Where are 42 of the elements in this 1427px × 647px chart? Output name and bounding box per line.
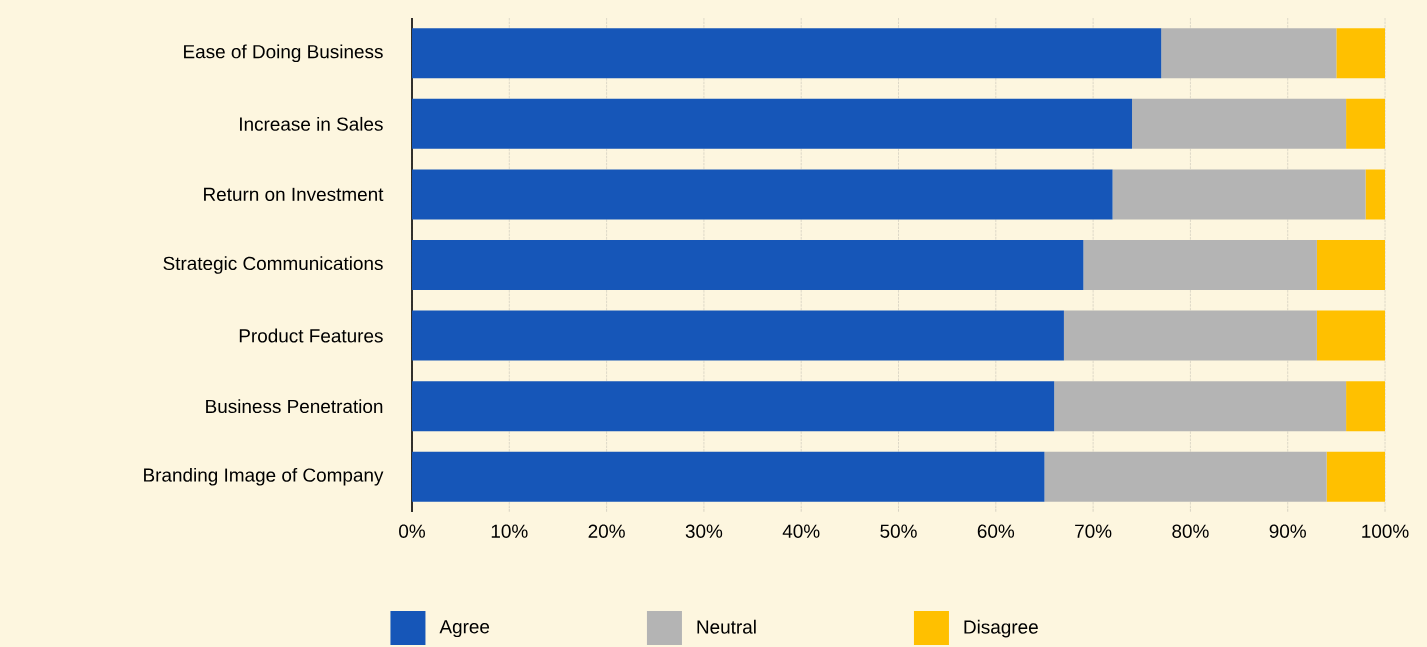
bar — [1346, 381, 1386, 432]
bar — [1336, 28, 1386, 79]
bar — [412, 381, 1055, 432]
x-tick-label: 60% — [977, 524, 1015, 538]
legend-label: Neutral — [697, 619, 756, 634]
y-tick-label: Strategic Communications — [163, 256, 383, 274]
bar — [1063, 310, 1317, 361]
y-tick-label: Return on Investment — [204, 187, 384, 202]
bar — [1054, 381, 1347, 432]
bar — [1083, 240, 1317, 290]
legend-label: Agree — [439, 620, 490, 638]
bar — [1161, 28, 1337, 79]
x-tick-label: 30% — [685, 524, 723, 538]
bar — [412, 451, 1045, 502]
x-tick-label: 80% — [1172, 524, 1209, 538]
x-tick-label: 0% — [399, 524, 425, 538]
x-tick-label: 10% — [491, 524, 528, 538]
x-tick-label: 90% — [1269, 524, 1306, 538]
y-tick-label: Business Penetration — [206, 399, 383, 414]
bar — [1112, 169, 1366, 220]
bar — [412, 240, 1084, 290]
bar — [412, 310, 1064, 361]
y-tick-label: Increase in Sales — [240, 116, 383, 131]
legend-label: Disagree — [964, 619, 1038, 638]
x-tick-label: 70% — [1075, 524, 1112, 538]
y-tick-label: Product Features — [239, 328, 383, 343]
x-tick-label: 100% — [1362, 524, 1409, 538]
bar — [412, 28, 1162, 79]
bar — [1316, 240, 1386, 290]
bar — [1365, 169, 1386, 220]
bar — [1044, 451, 1327, 502]
x-tick-label: 20% — [588, 524, 625, 538]
bar — [412, 98, 1133, 149]
y-tick-label: Ease of Doing Business — [184, 44, 383, 63]
bar — [1346, 98, 1386, 149]
y-tick-label: Branding Image of Company — [144, 467, 384, 486]
x-tick-label: 50% — [880, 524, 917, 538]
bar — [1316, 310, 1386, 361]
x-tick-label: 40% — [782, 524, 820, 538]
bar — [1326, 451, 1386, 502]
bar — [412, 169, 1113, 220]
bar — [1132, 98, 1347, 149]
